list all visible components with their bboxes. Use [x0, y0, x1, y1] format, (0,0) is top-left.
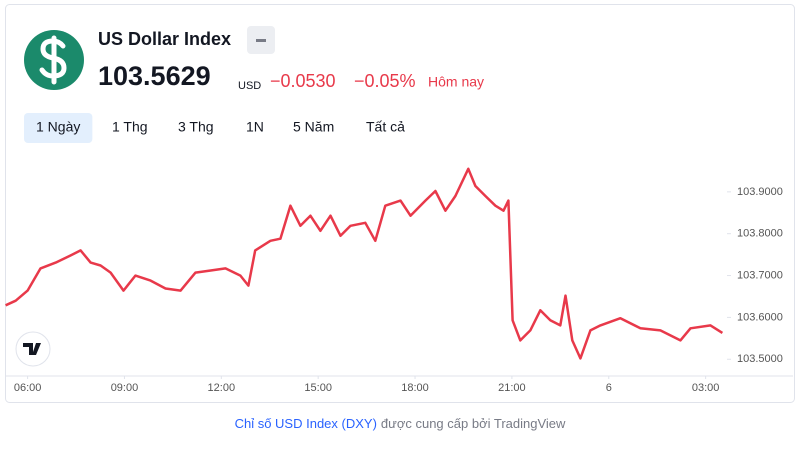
x-tick-label: 6 [606, 382, 612, 394]
y-tick-label: 103.8000 [737, 228, 783, 240]
range-button[interactable]: 1 Thg [112, 119, 148, 135]
range-button[interactable]: 3 Thg [178, 119, 214, 135]
range-button[interactable]: 5 Năm [293, 119, 334, 135]
change-percent: −0.05% [354, 71, 416, 91]
footer-text: được cung cấp bởi TradingView [381, 416, 566, 431]
range-selected [24, 113, 93, 143]
footer-link[interactable]: Chỉ số USD Index (DXY) [235, 416, 377, 431]
range-button[interactable]: 1 Ngày [36, 119, 80, 135]
range-button[interactable]: 1N [246, 119, 264, 135]
y-tick-label: 103.7000 [737, 269, 783, 281]
price-line [5, 167, 724, 360]
dollar-glyph [39, 35, 67, 85]
y-tick-label: 103.6000 [737, 311, 783, 323]
tv-logo-glyph [23, 343, 41, 355]
change: −0.0530 [270, 71, 336, 91]
x-tick-label: 15:00 [304, 382, 332, 394]
y-tick-label: 103.5000 [737, 353, 783, 365]
currency: USD [238, 80, 261, 92]
y-tick-label: 103.9000 [737, 186, 783, 198]
price: 103.5629 [98, 61, 211, 91]
x-tick-label: 09:00 [111, 382, 139, 394]
range-button[interactable]: Tất cả [366, 119, 405, 135]
period: Hôm nay [428, 74, 484, 90]
card [5, 4, 795, 403]
x-tick-label: 18:00 [401, 382, 429, 394]
title: US Dollar Index [98, 29, 231, 49]
x-tick-label: 06:00 [14, 382, 42, 394]
collapse-icon [256, 39, 266, 42]
x-tick-label: 03:00 [692, 382, 720, 394]
x-tick-label: 12:00 [208, 382, 236, 394]
footer: Chỉ số USD Index (DXY) được cung cấp bởi … [235, 416, 566, 431]
x-tick-label: 21:00 [498, 382, 526, 394]
